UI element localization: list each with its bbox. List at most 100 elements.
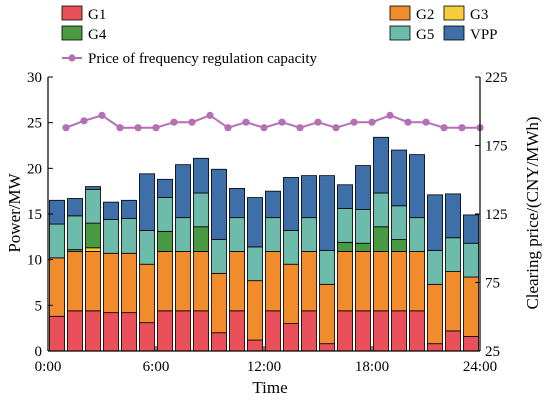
bar-segment-g1 [211, 332, 227, 352]
bar-segment-g2 [337, 251, 353, 312]
price-point [296, 124, 304, 132]
x-tick-label: 24:00 [463, 359, 497, 375]
price-point [440, 124, 448, 132]
bar-segment-vpp [445, 193, 461, 239]
bar-segment-vpp [121, 199, 137, 219]
bar-segment-g2 [49, 257, 65, 317]
price-point [188, 118, 196, 126]
bar-segment-vpp [301, 175, 317, 219]
price-point [458, 124, 466, 132]
bar-segment-g5 [103, 219, 119, 254]
bar-segment-vpp [265, 190, 281, 219]
y-left-tick-label: 0 [35, 344, 43, 360]
bar-segment-g5 [301, 217, 317, 252]
y-right-tick-label: 125 [485, 207, 508, 223]
bar-segment-g2 [85, 251, 101, 312]
legend: G1 G2 G3 G4 G5 VPP Price of frequency regulati… [61, 5, 498, 67]
legend-swatch-g1 [61, 5, 83, 21]
price-point [278, 118, 286, 126]
legend-label-g1: G1 [88, 7, 106, 23]
bar-segment-vpp [175, 164, 191, 219]
bar-segment-g5 [355, 209, 371, 244]
price-point [386, 111, 394, 119]
y-right-tick-label: 25 [485, 344, 500, 360]
bar-segment-g2 [121, 252, 137, 314]
bar-segment-g2 [157, 251, 173, 312]
bar-segment-g1 [103, 312, 119, 352]
legend-swatch-g4 [61, 25, 83, 41]
x-tick-label: 6:00 [143, 359, 170, 375]
bar-segment-g5 [67, 215, 83, 251]
price-point [422, 118, 430, 126]
bar-segment-g2 [175, 251, 191, 312]
bar-segment-vpp [463, 214, 479, 244]
bar-segment-vpp [211, 168, 227, 240]
bar-segment-g2 [319, 283, 335, 345]
bar-segment-vpp [85, 186, 101, 190]
x-tick-label: 0:00 [35, 359, 62, 375]
price-point [170, 118, 178, 126]
legend-label-g4: G4 [88, 27, 107, 43]
price-point [134, 124, 142, 132]
x-axis-title: Time [252, 378, 287, 397]
bar-segment-vpp [337, 184, 353, 209]
y-axis-left-title: Power/MW [5, 172, 24, 252]
bar-segment-vpp [193, 157, 209, 194]
legend-swatch-g3 [443, 5, 465, 21]
bar-segment-g5 [463, 242, 479, 278]
bar-segment-g5 [121, 218, 137, 254]
bar-segment-g5 [337, 208, 353, 243]
bar-segment-g5 [157, 197, 173, 232]
bar-segment-g5 [229, 217, 245, 252]
price-point [332, 124, 340, 132]
bar-segment-g1 [139, 322, 155, 352]
bar-segment-g5 [373, 192, 389, 228]
bar-segment-vpp [103, 201, 119, 220]
y-left-tick-label: 25 [27, 116, 42, 132]
y-right-tick-label: 75 [485, 276, 500, 292]
bar-segment-g5 [265, 217, 281, 252]
bar-segment-g2 [463, 276, 479, 337]
price-point [80, 117, 88, 125]
bar-segment-g5 [193, 192, 209, 228]
bar-segment-g5 [247, 246, 263, 282]
bar-segment-g1 [67, 310, 83, 352]
bar-segment-g2 [139, 263, 155, 324]
bar-segment-vpp [373, 136, 389, 194]
bar-segment-g5 [139, 230, 155, 265]
price-point [350, 118, 358, 126]
bar-segment-g1 [175, 310, 191, 352]
bar-segment-g2 [427, 283, 443, 345]
bar-segment-g2 [301, 251, 317, 312]
bar-segment-vpp [157, 178, 173, 198]
bar-segment-g1 [121, 312, 137, 352]
bar-segment-g2 [373, 251, 389, 312]
bar-segment-g4 [391, 239, 407, 252]
bar-segment-g4 [193, 226, 209, 252]
bar-segment-g2 [247, 280, 263, 341]
bar-segment-vpp [319, 175, 335, 251]
bar-segment-g1 [49, 315, 65, 352]
bar-segment-g2 [229, 251, 245, 312]
bar-segment-vpp [67, 198, 83, 217]
bar-segment-vpp [229, 188, 245, 219]
price-point [98, 111, 106, 119]
bar-segment-g1 [463, 335, 479, 352]
bar-segment-g5 [409, 217, 425, 252]
bar-segment-g5 [319, 250, 335, 285]
bar-segment-vpp [247, 197, 263, 248]
bar-segment-g4 [355, 242, 371, 252]
price-point [242, 118, 250, 126]
y-axis-right-title: Clearing price/(CNY/MWh) [523, 116, 542, 309]
price-point [368, 118, 376, 126]
bar-segment-vpp [139, 173, 155, 231]
price-point [152, 124, 160, 132]
bar-segment-g3 [85, 247, 101, 252]
price-point [206, 111, 214, 119]
bar-segment-vpp [49, 199, 65, 225]
bar-segment-g2 [67, 251, 83, 312]
bar-segment-vpp [427, 194, 443, 251]
bar-segment-g5 [391, 205, 407, 240]
bar-segment-g1 [283, 323, 299, 352]
y-left-tick-label: 30 [27, 70, 42, 86]
